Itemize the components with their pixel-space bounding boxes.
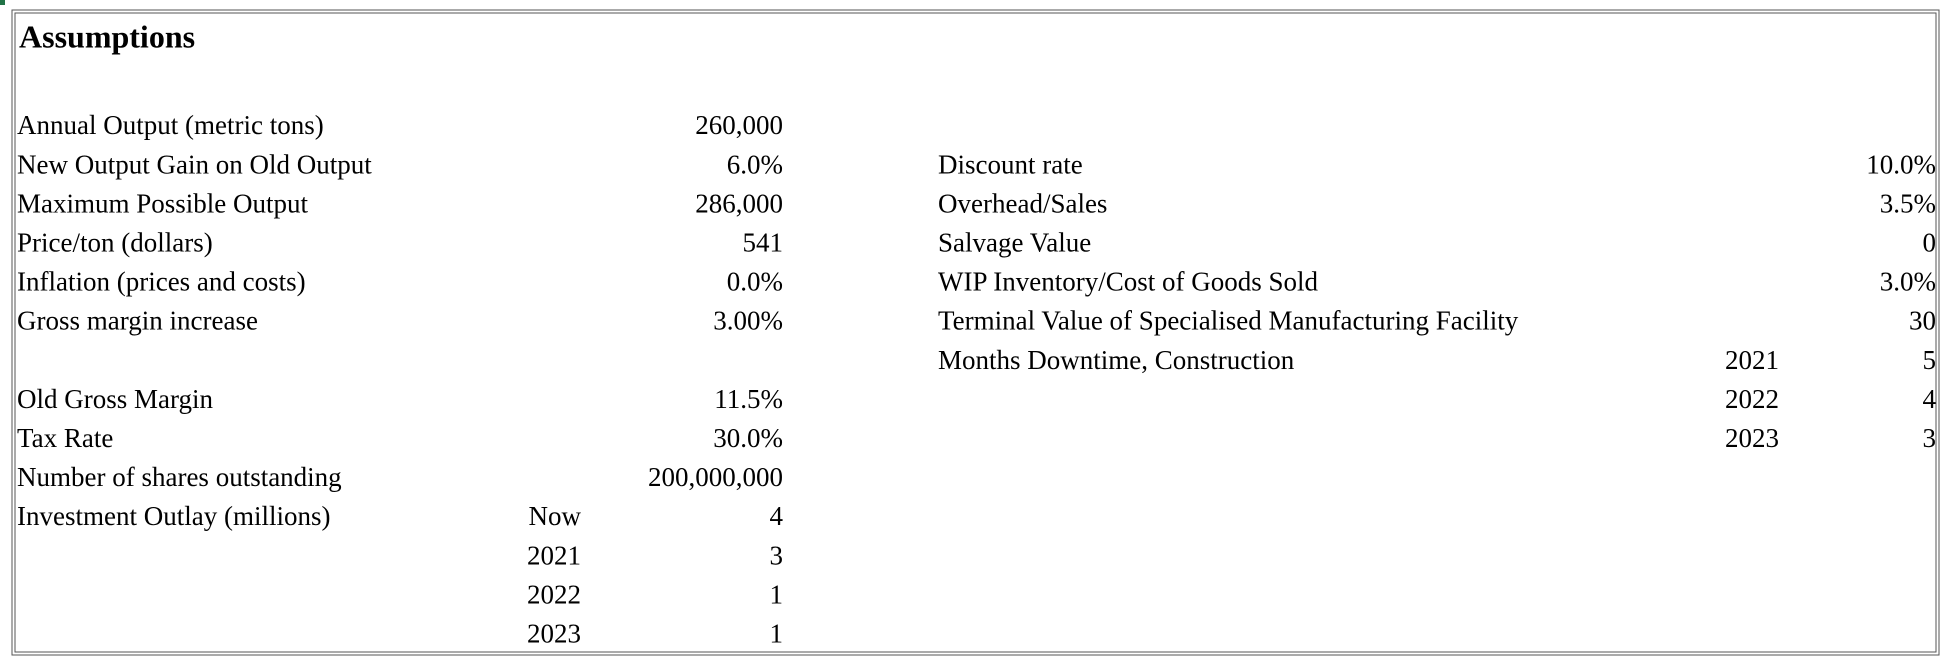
- row-label: Discount rate: [938, 149, 1083, 179]
- row-label: Inflation (prices and costs): [17, 267, 306, 297]
- row-period: 2023: [527, 619, 581, 649]
- row-label: Months Downtime, Construction: [938, 345, 1295, 375]
- row-value: 11.5%: [714, 384, 783, 414]
- border-outer: [11, 9, 1940, 656]
- row-value: 541: [743, 228, 784, 258]
- row-label: Terminal Value of Specialised Manufactur…: [938, 306, 1519, 336]
- row-value: 10.0%: [1866, 149, 1936, 179]
- title: Assumptions: [19, 18, 195, 54]
- row-value: 4: [770, 501, 784, 531]
- row-label: Maximum Possible Output: [17, 188, 309, 218]
- row-period: Now: [529, 501, 582, 531]
- row-value: 3: [1923, 423, 1937, 453]
- row-value: 6.0%: [727, 149, 783, 179]
- row-label: Annual Output (metric tons): [17, 110, 324, 140]
- row-value: 0: [1923, 228, 1937, 258]
- row-value: 286,000: [695, 188, 783, 218]
- row-label: Gross margin increase: [17, 306, 258, 336]
- row-value: 30.0%: [713, 423, 783, 453]
- row-value: 3: [770, 540, 784, 570]
- row-label: Price/ton (dollars): [17, 228, 213, 258]
- row-value: 0.0%: [727, 267, 783, 297]
- row-value: 1: [770, 579, 784, 609]
- row-value: 5: [1923, 345, 1937, 375]
- row-value: 3.0%: [1880, 267, 1936, 297]
- row-period: 2022: [1725, 384, 1779, 414]
- row-period: 2021: [1725, 345, 1779, 375]
- row-value: 1: [770, 619, 784, 649]
- row-value: 260,000: [695, 110, 783, 140]
- row-value: 30: [1909, 306, 1936, 336]
- row-value: 3.00%: [713, 306, 783, 336]
- border-inner: [14, 12, 1937, 653]
- row-value: 3.5%: [1880, 188, 1936, 218]
- row-label: New Output Gain on Old Output: [17, 149, 372, 179]
- row-label: Overhead/Sales: [938, 188, 1107, 218]
- row-label: Old Gross Margin: [17, 384, 214, 414]
- row-period: 2021: [527, 540, 581, 570]
- row-label: Investment Outlay (millions): [17, 501, 330, 531]
- row-label: Tax Rate: [17, 423, 113, 453]
- row-period: 2022: [527, 579, 581, 609]
- row-label: Salvage Value: [938, 228, 1091, 258]
- row-value: 200,000,000: [648, 462, 783, 492]
- row-label: WIP Inventory/Cost of Goods Sold: [938, 267, 1318, 297]
- cell-cursor: [0, 0, 5, 5]
- row-value: 4: [1923, 384, 1937, 414]
- row-label: Number of shares outstanding: [17, 462, 342, 492]
- row-period: 2023: [1725, 423, 1779, 453]
